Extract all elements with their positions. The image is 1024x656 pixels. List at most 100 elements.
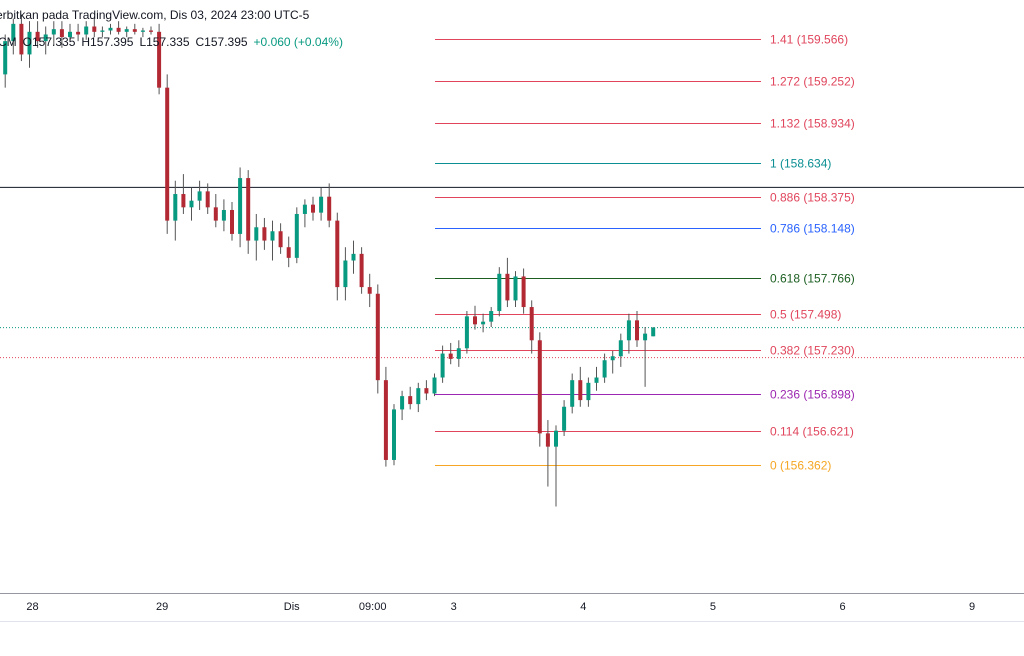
candle xyxy=(473,305,477,330)
candle-body xyxy=(246,178,251,241)
candle-body xyxy=(100,30,105,32)
candle-body xyxy=(602,360,607,378)
candle-body xyxy=(132,29,137,32)
candle-body xyxy=(68,31,72,38)
time-tick-label: 4 xyxy=(580,601,586,613)
candle xyxy=(594,366,599,391)
candle xyxy=(27,21,32,68)
candle xyxy=(149,26,153,35)
fibonacci-levels[interactable]: 1.41 (159.566) 1.272 (159.252) 1.132 (158.… xyxy=(435,33,855,473)
candle xyxy=(359,247,364,294)
candle-body xyxy=(213,207,218,221)
candle-body xyxy=(149,30,153,32)
time-tick-label: 6 xyxy=(839,601,845,613)
candle xyxy=(246,170,251,254)
candle-body xyxy=(238,178,243,234)
candle xyxy=(383,366,388,467)
candle xyxy=(76,23,81,42)
candle xyxy=(505,257,510,308)
candle xyxy=(19,14,24,62)
candle xyxy=(481,313,486,333)
candle-body xyxy=(19,23,24,55)
candle-body xyxy=(456,348,461,359)
candle-body xyxy=(626,320,631,341)
candle-body xyxy=(181,194,186,208)
candle xyxy=(43,26,48,55)
fib-level-label: 1.132 (158.934) xyxy=(770,117,855,131)
candle xyxy=(100,26,105,38)
candle-body xyxy=(594,377,599,383)
candle-body xyxy=(270,231,275,241)
candle-body xyxy=(335,220,340,288)
candle-body xyxy=(278,231,283,248)
candle-body xyxy=(359,253,364,288)
candle xyxy=(230,202,234,241)
candle-body xyxy=(124,29,129,32)
fib-level-label: 1.41 (159.566) xyxy=(770,33,848,47)
candle-body xyxy=(43,34,48,42)
candle-body xyxy=(59,29,64,38)
candle xyxy=(554,425,558,507)
fib-level-label: 0.786 (158.148) xyxy=(770,222,855,236)
candle-body xyxy=(489,311,494,322)
time-tick-label: 29 xyxy=(156,601,168,613)
candle-body xyxy=(327,196,332,221)
candle xyxy=(132,23,137,35)
candle-body xyxy=(513,276,518,301)
candle xyxy=(213,194,218,228)
candle xyxy=(319,187,324,221)
candle-body xyxy=(205,191,210,208)
candle-body xyxy=(140,30,145,32)
candle xyxy=(408,386,413,410)
fib-level-label: 0.114 (156.621) xyxy=(770,425,854,439)
candle xyxy=(618,333,623,367)
candle-body xyxy=(562,406,567,431)
candle-body xyxy=(392,409,396,460)
time-axis[interactable]: 28 29 Dis 09:00 3 4 5 6 9 xyxy=(26,601,975,613)
time-tick-label: 28 xyxy=(26,601,38,613)
candle xyxy=(124,26,129,38)
candle-body xyxy=(343,260,348,288)
candle xyxy=(448,342,453,365)
candle xyxy=(392,404,396,466)
time-tick-label: 5 xyxy=(710,601,716,613)
candle-body xyxy=(84,26,89,35)
candle xyxy=(586,377,591,407)
candle xyxy=(537,332,542,447)
fib-level-label: 1 (158.634) xyxy=(770,157,831,171)
fib-level-label: 0.236 (156.898) xyxy=(770,388,855,402)
candle xyxy=(513,271,518,308)
candle-body xyxy=(92,26,97,32)
candle xyxy=(140,27,145,38)
candle xyxy=(432,373,437,397)
candle xyxy=(521,268,526,314)
candle-body xyxy=(173,194,178,221)
candle-body xyxy=(537,340,542,434)
publish-caption: erbitkan pada TradingView.com, Dis 03, 2… xyxy=(0,8,310,22)
candle-body xyxy=(108,27,113,31)
ohlc-legend: CM O157.335 H157.395 L157.335 C157.395 +0.060… xyxy=(0,35,349,49)
candle xyxy=(11,18,16,55)
candle xyxy=(262,217,267,250)
candle xyxy=(302,199,307,228)
fib-level-label: 1.272 (159.252) xyxy=(770,75,855,89)
candle xyxy=(440,345,445,383)
candle xyxy=(3,34,8,88)
candle-body xyxy=(610,356,615,361)
candle xyxy=(545,420,550,487)
candle-body xyxy=(400,396,405,410)
candle xyxy=(311,196,315,221)
candle xyxy=(181,174,186,214)
candle xyxy=(116,21,121,35)
candle xyxy=(197,180,202,210)
candle-body xyxy=(35,31,40,42)
candle xyxy=(254,213,259,261)
candle xyxy=(286,236,291,268)
candle xyxy=(424,380,429,401)
candle xyxy=(351,240,356,274)
candle-body xyxy=(408,396,413,405)
candle xyxy=(375,284,380,394)
candle xyxy=(84,21,89,40)
candle xyxy=(108,23,113,35)
